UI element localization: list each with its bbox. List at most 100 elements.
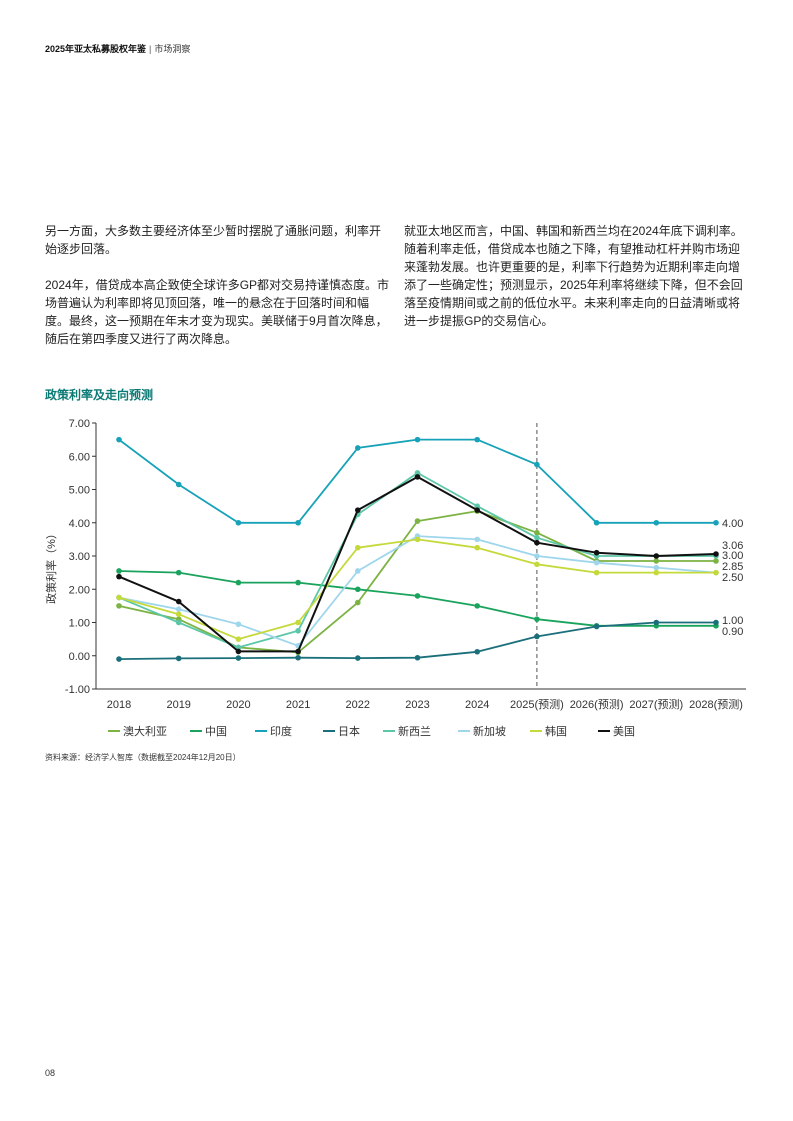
end-value-label: 2.50 <box>722 572 743 584</box>
legend-label: 日本 <box>338 724 360 738</box>
data-point <box>116 573 122 580</box>
data-point <box>534 616 540 622</box>
data-point <box>116 594 122 601</box>
data-point <box>414 436 421 443</box>
data-point <box>474 648 481 655</box>
y-tick-label: 2.00 <box>69 584 90 596</box>
data-point <box>355 586 361 593</box>
series-line-印度 <box>118 438 716 524</box>
data-point <box>653 558 660 564</box>
data-point <box>116 603 122 609</box>
x-tick-label: 2022 <box>346 699 370 711</box>
data-point <box>593 549 600 556</box>
data-point <box>534 561 540 568</box>
data-point <box>175 655 182 662</box>
data-point <box>295 648 301 655</box>
data-point <box>355 445 361 451</box>
series-line-日本 <box>118 621 716 660</box>
data-point <box>474 544 481 551</box>
legend-label: 印度 <box>270 724 292 738</box>
data-point <box>593 623 600 630</box>
data-point <box>355 599 361 606</box>
y-tick-label: 1.00 <box>69 618 90 630</box>
data-point <box>175 619 182 626</box>
data-point <box>713 558 719 564</box>
end-value-label: 3.00 <box>722 550 743 562</box>
data-point <box>235 519 242 526</box>
data-point <box>414 536 421 543</box>
source-note: 资料来源：经济学人智库（数据截至2024年12月20日） <box>45 753 241 762</box>
data-point <box>295 628 301 634</box>
data-point <box>474 536 481 543</box>
data-point <box>653 519 660 526</box>
data-point <box>534 633 540 640</box>
data-point <box>355 507 361 513</box>
data-point <box>653 619 660 626</box>
data-point <box>116 436 122 443</box>
data-point <box>474 436 481 443</box>
data-point <box>534 539 540 546</box>
section-title: 市场洞察 <box>154 44 191 54</box>
data-point <box>653 564 660 571</box>
data-point <box>116 568 122 574</box>
end-value-label: 0.90 <box>722 626 743 638</box>
page-number: 08 <box>45 1068 56 1078</box>
data-point <box>713 519 719 526</box>
data-point <box>713 619 719 626</box>
y-tick-label: 6.00 <box>69 451 90 463</box>
data-point <box>414 654 421 661</box>
data-point <box>534 461 540 468</box>
data-point <box>474 503 481 509</box>
data-point <box>414 474 421 480</box>
header-separator: | <box>149 44 152 54</box>
end-value-label: 1.00 <box>722 615 743 627</box>
legend-label: 韩国 <box>545 724 567 738</box>
legend-label: 新加坡 <box>473 724 506 738</box>
data-point <box>534 553 540 559</box>
data-point <box>713 569 719 576</box>
data-point <box>355 568 361 574</box>
data-point <box>175 598 182 605</box>
x-tick-label: 2023 <box>405 699 429 711</box>
data-point <box>295 619 301 626</box>
data-point <box>355 544 361 551</box>
data-point <box>414 593 421 599</box>
data-point <box>355 655 361 661</box>
paragraph: 就亚太地区而言，中国、韩国和新西兰均在2024年底下调利率。随着利率走低，借贷成… <box>404 224 743 328</box>
data-point <box>235 644 242 651</box>
y-tick-label: 0.00 <box>69 651 90 663</box>
y-tick-label: 4.00 <box>69 518 90 530</box>
data-point <box>295 654 301 661</box>
x-tick-label: 2028(预测) <box>689 698 743 711</box>
data-point <box>653 569 660 576</box>
data-point <box>653 553 660 559</box>
paragraph: 另一方面，大多数主要经济体至少暂时摆脱了通胀问题，利率开始逐步回落。 <box>45 224 382 256</box>
data-point <box>593 519 600 526</box>
data-point <box>534 534 540 541</box>
report-title: 2025年亚太私募股权年鉴 <box>45 44 147 54</box>
chart-title: 政策利率及走向预测 <box>45 388 154 402</box>
data-point <box>175 481 182 488</box>
x-tick-label: 2025(预测) <box>510 698 564 711</box>
data-point <box>235 621 242 627</box>
data-point <box>235 579 242 586</box>
x-tick-label: 2020 <box>226 699 250 711</box>
data-point <box>593 559 600 566</box>
legend-label: 新西兰 <box>398 724 431 738</box>
series-line-澳大利亚 <box>118 510 716 654</box>
policy-rate-chart: -1.00 0.00 1.00 2.00 3.00 4.00 5.00 6.00 7.00 政策利… <box>44 418 746 738</box>
body-column-left: 另一方面，大多数主要经济体至少暂时摆脱了通胀问题，利率开始逐步回落。 2024年… <box>45 222 390 366</box>
data-point <box>235 636 242 642</box>
data-point <box>713 551 719 557</box>
x-tick-label: 2018 <box>107 699 131 711</box>
data-point <box>175 569 182 576</box>
x-tick-label: 2027(预测) <box>629 698 683 711</box>
data-point <box>235 655 242 661</box>
x-tick-label: 2021 <box>286 699 310 711</box>
data-point <box>534 529 540 536</box>
data-point <box>474 603 481 609</box>
data-point <box>593 569 600 576</box>
y-tick-label: 5.00 <box>69 485 90 497</box>
end-value-label: 3.06 <box>722 540 743 552</box>
data-point <box>414 470 421 476</box>
